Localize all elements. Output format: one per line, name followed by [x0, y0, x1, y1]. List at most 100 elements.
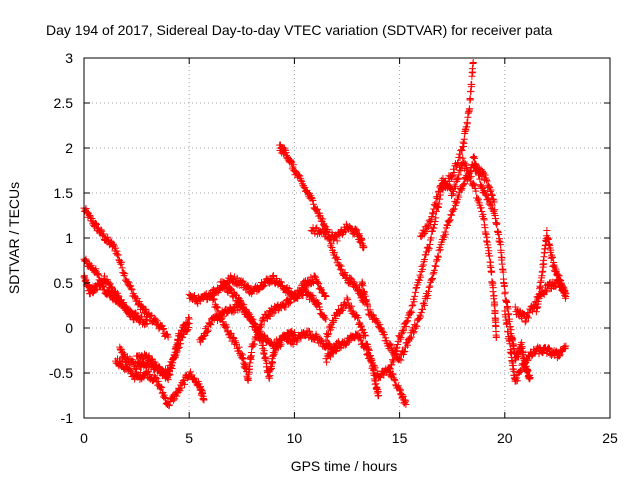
- data-point: [259, 342, 267, 350]
- data-point: [450, 188, 458, 196]
- data-point: [417, 309, 425, 317]
- data-point: [366, 306, 374, 314]
- data-point: [337, 262, 345, 270]
- data-point: [221, 281, 229, 289]
- data-point: [100, 286, 108, 294]
- data-point: [177, 384, 185, 392]
- data-point: [303, 282, 311, 290]
- data-point: [556, 352, 564, 360]
- data-point: [407, 308, 415, 316]
- data-point: [256, 334, 264, 342]
- data-point: [519, 364, 527, 372]
- data-point: [240, 301, 248, 309]
- data-point: [218, 314, 226, 322]
- data-point: [418, 262, 426, 270]
- data-point: [319, 215, 327, 223]
- data-point: [165, 401, 173, 409]
- data-point: [506, 340, 514, 348]
- data-point: [327, 353, 335, 361]
- data-point: [201, 332, 209, 340]
- x-tick-label: 15: [392, 430, 408, 446]
- data-point: [100, 230, 108, 238]
- data-point: [249, 316, 257, 324]
- data-point: [394, 340, 402, 348]
- data-point: [92, 220, 100, 228]
- data-point: [519, 349, 527, 357]
- data-point: [427, 276, 435, 284]
- data-point: [448, 211, 456, 219]
- data-point: [386, 340, 394, 348]
- y-tick-label: 1: [65, 230, 73, 246]
- data-point: [410, 328, 418, 336]
- data-point: [108, 283, 116, 291]
- data-point: [524, 314, 532, 322]
- data-point: [345, 280, 353, 288]
- chart-title: Day 194 of 2017, Sidereal Day-to-day VTE…: [46, 22, 553, 38]
- data-point: [361, 342, 369, 350]
- data-point: [376, 321, 384, 329]
- data-point: [434, 188, 442, 196]
- data-point: [197, 385, 205, 393]
- data-point: [434, 253, 442, 261]
- data-point: [428, 209, 436, 217]
- data-point: [263, 359, 271, 367]
- data-point: [461, 160, 469, 168]
- data-point: [177, 340, 185, 348]
- data-point: [429, 210, 437, 218]
- data-point: [306, 327, 314, 335]
- data-point: [525, 308, 533, 316]
- data-point: [425, 283, 433, 291]
- data-point: [430, 266, 438, 274]
- data-point: [210, 295, 218, 303]
- data-point: [375, 392, 383, 399]
- data-point: [459, 154, 467, 162]
- data-point: [359, 325, 367, 333]
- data-point: [427, 234, 435, 242]
- data-point: [273, 274, 281, 282]
- data-point: [104, 233, 112, 241]
- data-point: [321, 222, 329, 230]
- data-point: [411, 288, 419, 296]
- data-point: [254, 328, 262, 336]
- data-point: [409, 329, 417, 337]
- data-point: [397, 333, 405, 341]
- data-point: [143, 320, 151, 327]
- data-point: [165, 371, 173, 379]
- data-point: [335, 232, 343, 240]
- data-point: [173, 392, 181, 400]
- data-point: [207, 321, 215, 329]
- data-point: [518, 314, 526, 322]
- data-point: [118, 264, 126, 272]
- data-point: [343, 294, 351, 302]
- data-point: [488, 190, 496, 198]
- data-point: [474, 165, 482, 173]
- data-point: [313, 299, 321, 307]
- data-point: [466, 96, 474, 104]
- data-point: [196, 297, 204, 305]
- y-tick-label: 0.5: [54, 275, 74, 291]
- data-point: [415, 276, 423, 284]
- data-point: [121, 270, 129, 278]
- data-point: [322, 336, 330, 344]
- data-point: [431, 202, 439, 210]
- data-point: [471, 154, 479, 162]
- data-point: [114, 292, 122, 300]
- data-point: [328, 244, 336, 252]
- data-point: [286, 299, 294, 307]
- data-point: [127, 285, 135, 293]
- data-point: [88, 215, 96, 223]
- data-point: [307, 293, 315, 301]
- data-point: [328, 324, 336, 332]
- data-point: [357, 336, 365, 344]
- x-axis-title: GPS time / hours: [291, 458, 398, 474]
- data-point: [253, 328, 261, 336]
- data-point: [260, 347, 268, 355]
- data-point: [268, 364, 276, 372]
- data-point: [400, 326, 408, 334]
- data-point: [400, 348, 408, 356]
- data-point: [390, 376, 398, 384]
- data-point: [466, 174, 474, 182]
- data-point: [470, 153, 478, 161]
- data-point: [421, 301, 429, 309]
- data-point: [396, 355, 404, 363]
